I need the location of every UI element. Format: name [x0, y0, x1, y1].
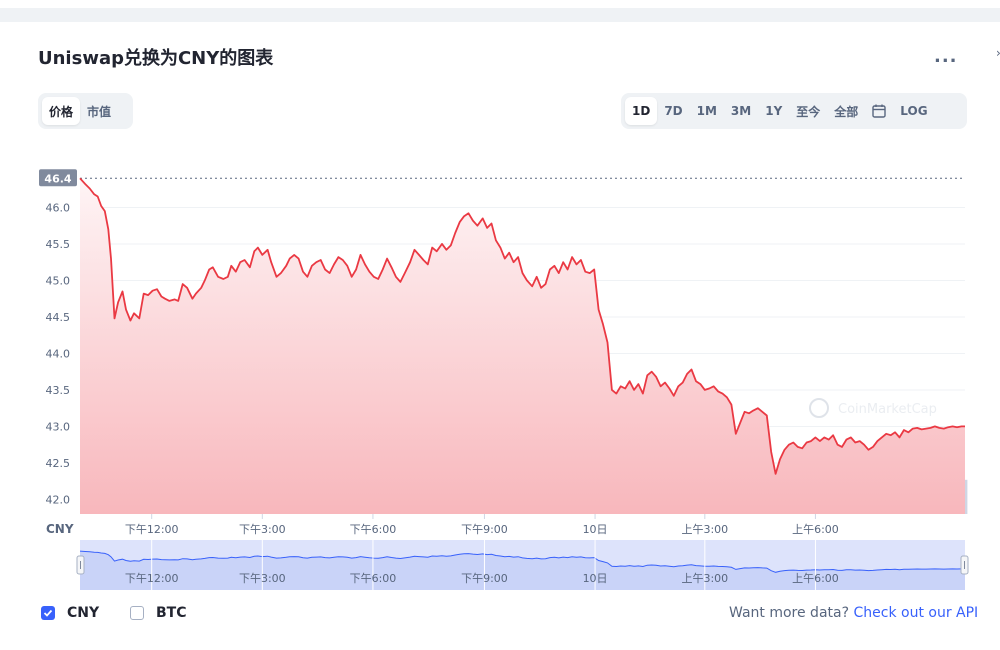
x-tick-label: 10日	[583, 523, 608, 536]
watermark-logo: CoinMarketCap	[809, 398, 937, 418]
top-strip	[0, 8, 1000, 22]
tab-price[interactable]: 价格	[42, 97, 81, 125]
navigator-handle-left[interactable]	[76, 555, 85, 575]
current-price-label: 46.4	[44, 172, 71, 185]
x-tick-label: 上午6:00	[792, 523, 839, 536]
calendar-icon[interactable]	[865, 97, 893, 125]
range-toggle: 1D 7D 1M 3M 1Y 至今 全部 LOG	[621, 93, 967, 129]
more-options-button[interactable]: ...	[934, 46, 958, 67]
price-line	[79, 177, 965, 475]
range-all[interactable]: 全部	[827, 97, 865, 125]
navigator-tick-label: 下午3:00	[239, 572, 286, 585]
y-tick-label: 46.0	[46, 201, 71, 214]
edge-cut-icon: ›	[996, 46, 1000, 60]
navigator-ticks: 下午12:00 下午3:00 下午6:00 下午9:00 10日 上午3:00 上午6:00	[125, 540, 839, 590]
navigator-handle-right[interactable]	[960, 555, 969, 575]
current-price-badge: 46.4	[39, 169, 77, 187]
tab-market-cap[interactable]: 市值	[80, 97, 118, 125]
x-tick-label: 上午3:00	[681, 523, 728, 536]
range-7d[interactable]: 7D	[657, 97, 689, 125]
more-data-footer: Want more data? Check out our API	[729, 605, 978, 621]
range-navigator[interactable]: 下午12:00 下午3:00 下午6:00 下午9:00 10日 上午3:00 上午6:00	[0, 540, 1000, 592]
log-scale-toggle[interactable]: LOG	[893, 97, 934, 125]
navigator-area	[80, 551, 965, 590]
checkbox-cny[interactable]: CNY	[41, 605, 99, 621]
y-tick-label: 45.0	[46, 274, 71, 287]
navigator-tick-label: 上午6:00	[792, 572, 839, 585]
navigator-tick-label: 下午12:00	[125, 572, 179, 585]
range-1d[interactable]: 1D	[625, 97, 658, 125]
price-area-fill	[80, 178, 965, 515]
checkbox-btc[interactable]: BTC	[130, 605, 187, 621]
checkbox-cny-label: CNY	[67, 605, 100, 621]
volume-bar	[965, 479, 968, 514]
svg-text:CoinMarketCap: CoinMarketCap	[838, 402, 937, 417]
metric-toggle: 价格 市值	[38, 93, 133, 129]
y-axis: 42.0 42.5 43.0 43.5 44.0 44.5 45.0 45.5 46.0	[46, 201, 71, 506]
api-link[interactable]: Check out our API	[853, 605, 979, 621]
x-axis: 下午12:00 下午3:00 下午6:00 下午9:00 10日 上午3:00 上午6:00	[125, 514, 839, 536]
checkbox-btc-label: BTC	[156, 605, 187, 621]
y-tick-label: 45.5	[46, 238, 71, 251]
x-tick-label: 下午9:00	[461, 523, 508, 536]
x-tick-label: 下午12:00	[125, 523, 179, 536]
checkbox-checked-icon[interactable]	[41, 606, 55, 620]
navigator-tick-label: 上午3:00	[681, 572, 728, 585]
y-tick-label: 44.5	[46, 311, 71, 324]
navigator-tick-label: 10日	[583, 572, 608, 585]
chart-title: Uniswap兑换为CNY的图表	[38, 48, 274, 69]
y-tick-label: 42.5	[46, 457, 71, 470]
range-ytd[interactable]: 至今	[789, 97, 827, 125]
checkbox-unchecked-icon[interactable]	[130, 606, 144, 620]
y-tick-label: 42.0	[46, 493, 71, 506]
range-1m[interactable]: 1M	[690, 97, 724, 125]
x-tick-label: 下午3:00	[239, 523, 286, 536]
navigator-tick-label: 下午9:00	[461, 572, 508, 585]
y-tick-label: 43.0	[46, 420, 71, 433]
x-tick-label: 下午6:00	[350, 523, 397, 536]
range-3m[interactable]: 3M	[724, 97, 758, 125]
range-1y[interactable]: 1Y	[758, 97, 789, 125]
navigator-line	[79, 550, 965, 573]
y-tick-label: 44.0	[46, 347, 71, 360]
y-tick-label: 43.5	[46, 384, 71, 397]
navigator-tick-label: 下午6:00	[350, 572, 397, 585]
more-data-prompt: Want more data?	[729, 605, 850, 621]
price-chart[interactable]: CoinMarketCap 42.0 42.5 43.0 43.5 44.0 44.5 45…	[0, 140, 1000, 540]
currency-axis-label: CNY	[46, 522, 74, 536]
